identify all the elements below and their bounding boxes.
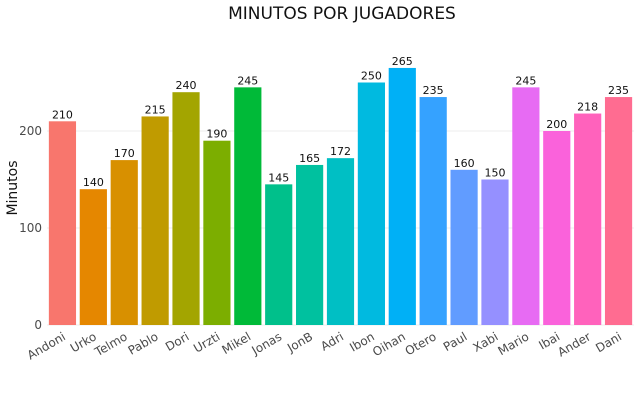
x-tick-label: Jonas bbox=[249, 329, 285, 358]
bar[interactable] bbox=[357, 82, 385, 326]
bar-value-label: 215 bbox=[145, 103, 166, 116]
bar[interactable] bbox=[234, 87, 262, 325]
y-tick-label: 200 bbox=[19, 124, 42, 138]
x-tick-label: Xabi bbox=[470, 329, 500, 354]
bar[interactable] bbox=[450, 169, 478, 325]
bar[interactable] bbox=[543, 131, 571, 325]
bar-value-label: 265 bbox=[392, 55, 413, 68]
bar-value-label: 210 bbox=[52, 108, 73, 121]
bar[interactable] bbox=[574, 113, 602, 325]
bar[interactable] bbox=[265, 184, 293, 325]
x-tick-label: Otero bbox=[403, 329, 439, 358]
chart-title: MINUTOS POR JUGADORES bbox=[228, 4, 456, 24]
bar[interactable] bbox=[326, 158, 355, 325]
bar[interactable] bbox=[512, 87, 540, 325]
x-tick-label: Telmo bbox=[92, 329, 130, 359]
y-axis-title: Minutos bbox=[5, 160, 21, 215]
bar[interactable] bbox=[172, 92, 200, 325]
bar-value-label: 200 bbox=[546, 118, 567, 131]
bar-value-label: 245 bbox=[515, 74, 536, 87]
bar-value-label: 140 bbox=[83, 176, 104, 189]
bar[interactable] bbox=[48, 121, 77, 325]
x-tick-label: Dani bbox=[593, 329, 624, 355]
bar-value-label: 172 bbox=[330, 145, 351, 158]
data-labels-group: 210 140 170 215 240 190 245 145 165 172 250 265 235 1… bbox=[52, 55, 629, 189]
x-tick-label: Dori bbox=[163, 329, 192, 354]
bar[interactable] bbox=[604, 97, 633, 325]
x-tick-label: Mikel bbox=[220, 329, 254, 357]
y-tick-label: 100 bbox=[19, 221, 42, 235]
bar-value-label: 250 bbox=[361, 70, 382, 83]
bar[interactable] bbox=[110, 160, 138, 325]
bar-value-label: 165 bbox=[299, 152, 320, 165]
bars-group bbox=[48, 67, 633, 326]
bar-value-label: 218 bbox=[577, 101, 598, 114]
bar-value-label: 190 bbox=[206, 128, 227, 141]
bar[interactable] bbox=[79, 189, 107, 325]
bar[interactable] bbox=[296, 164, 324, 325]
bar-value-label: 170 bbox=[114, 147, 135, 160]
bar[interactable] bbox=[481, 179, 509, 326]
y-tick-labels-group: 0 100 200 bbox=[19, 124, 42, 332]
bar[interactable] bbox=[203, 140, 231, 325]
x-tick-label: JonB bbox=[284, 329, 315, 355]
x-tick-label: Pablo bbox=[126, 329, 161, 357]
bar-value-label: 160 bbox=[454, 157, 475, 170]
bar-value-label: 235 bbox=[423, 84, 444, 97]
y-tick-label: 0 bbox=[34, 318, 42, 332]
x-tick-label: Mario bbox=[496, 329, 532, 358]
bar[interactable] bbox=[388, 67, 416, 325]
bar-value-label: 145 bbox=[268, 171, 289, 184]
bar-value-label: 245 bbox=[237, 74, 258, 87]
bar[interactable] bbox=[141, 116, 169, 325]
x-tick-label: Urzti bbox=[191, 329, 222, 355]
bar-value-label: 150 bbox=[484, 167, 505, 180]
x-tick-label: Andoni bbox=[25, 329, 68, 362]
x-tick-label: Ander bbox=[555, 329, 593, 359]
bar-value-label: 235 bbox=[608, 84, 629, 97]
x-tick-label: Paul bbox=[441, 329, 470, 354]
bar-value-label: 240 bbox=[176, 79, 197, 92]
x-tick-label: Oihan bbox=[370, 329, 408, 359]
x-tick-label: Adri bbox=[318, 329, 346, 353]
bar[interactable] bbox=[419, 97, 447, 325]
